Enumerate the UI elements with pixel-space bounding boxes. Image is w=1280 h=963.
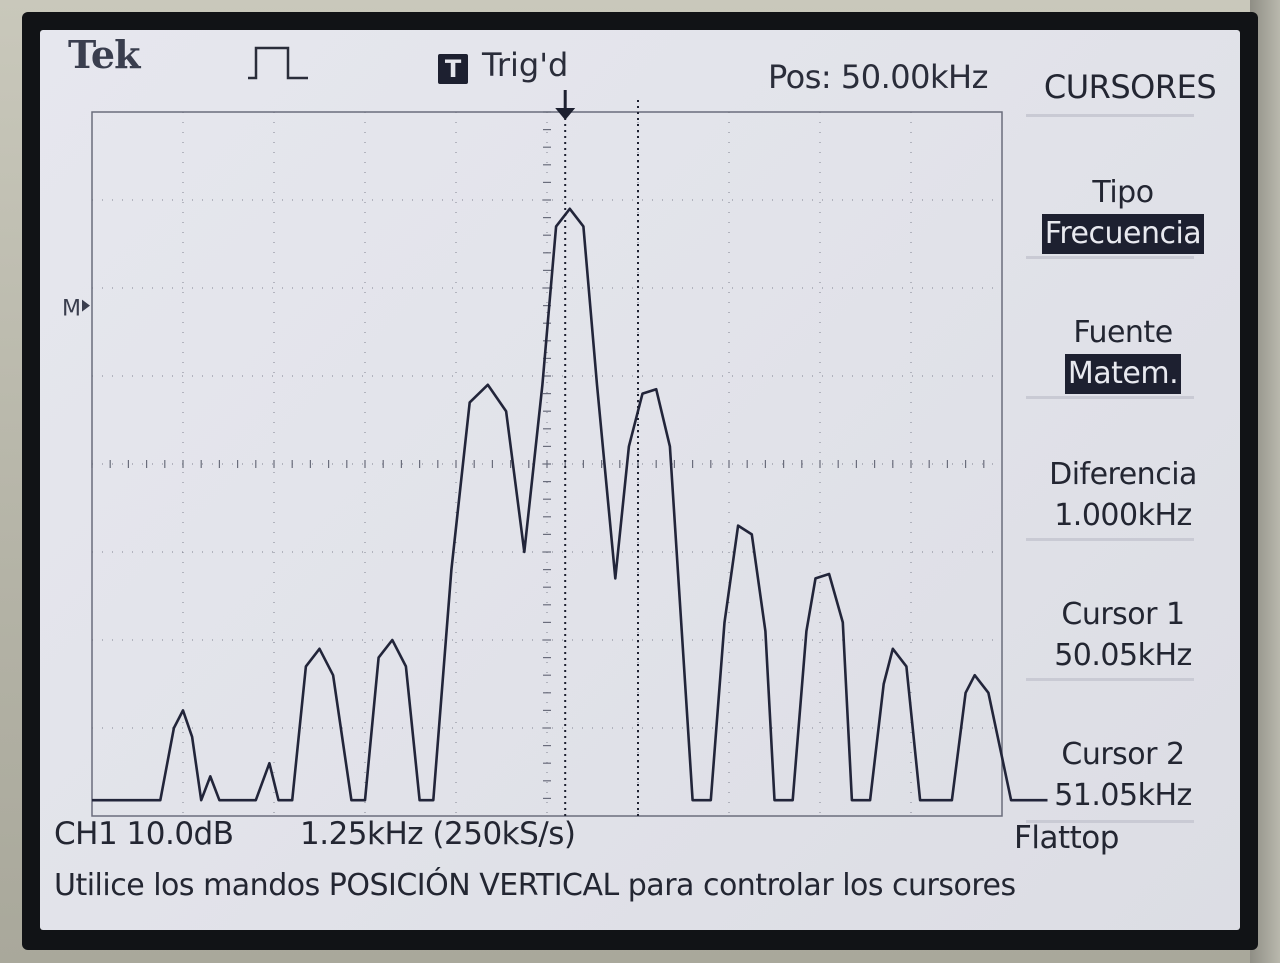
menu-item-label: Diferencia <box>1049 457 1197 492</box>
menu-divider <box>1026 256 1194 259</box>
math-ground-arrow-icon <box>82 299 90 312</box>
menu-divider <box>1026 114 1194 117</box>
menu-item-label: Fuente <box>1073 315 1173 350</box>
pulse-step-icon <box>248 46 308 80</box>
menu-divider <box>1026 538 1194 541</box>
brand-logo: Tek <box>68 32 140 77</box>
menu-item-value: Matem. <box>1064 354 1182 394</box>
trigger-badge: T <box>438 54 468 84</box>
menu-title: CURSORES <box>1043 68 1217 106</box>
menu-item-diferencia[interactable]: Diferencia 1.000kHz <box>1028 454 1218 536</box>
menu-item-label: Tipo <box>1092 175 1154 210</box>
fft-window-readout: Flattop <box>1014 820 1119 856</box>
menu-item-value: 51.05kHz <box>1054 778 1192 813</box>
oscilloscope-screen: Tek T Trig'd Pos: 50.00kHz M CURSORES Ti… <box>40 30 1240 930</box>
channel-scale-readout: CH1 10.0dB <box>54 816 234 852</box>
menu-divider <box>1026 678 1194 681</box>
trigger-status: Trig'd <box>482 46 569 84</box>
menu-item-cursor-1[interactable]: Cursor 1 50.05kHz <box>1028 594 1218 676</box>
timebase-readout: 1.25kHz (250kS/s) <box>300 816 576 852</box>
fft-trace <box>92 207 1048 802</box>
menu-item-label: Cursor 2 <box>1061 737 1185 772</box>
hint-message: Utilice los mandos POSICIÓN VERTICAL par… <box>54 868 1016 903</box>
menu-divider <box>1026 820 1194 823</box>
menu-item-value: 50.05kHz <box>1054 638 1192 673</box>
menu-item-fuente[interactable]: Fuente Matem. <box>1028 312 1218 394</box>
menu-item-value: 1.000kHz <box>1054 498 1192 533</box>
waveform-display: M <box>62 90 1048 817</box>
menu-item-cursor-2[interactable]: Cursor 2 51.05kHz <box>1028 734 1218 816</box>
math-ground-marker: M <box>62 297 81 322</box>
horizontal-position-readout: Pos: 50.00kHz <box>768 58 988 96</box>
menu-item-value: Frecuencia <box>1041 214 1205 254</box>
menu-item-label: Cursor 1 <box>1061 597 1185 632</box>
trigger-position-arrow-icon <box>555 108 576 120</box>
cursor-menu: CURSORES Tipo Frecuencia Fuente Matem. D… <box>1020 60 1220 850</box>
menu-divider <box>1026 396 1194 399</box>
menu-item-tipo[interactable]: Tipo Frecuencia <box>1028 172 1218 254</box>
